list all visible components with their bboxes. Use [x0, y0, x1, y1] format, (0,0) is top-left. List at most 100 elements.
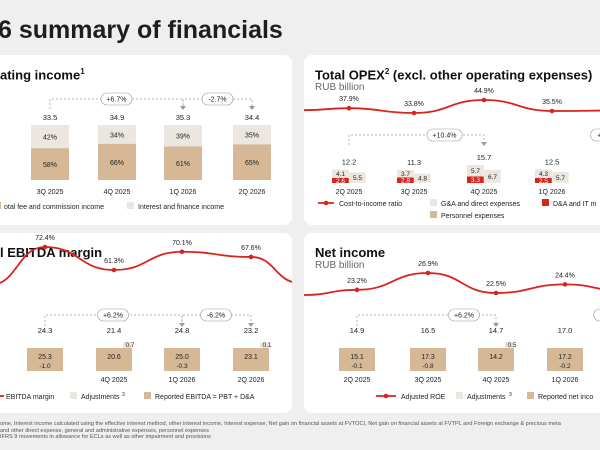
- bar-da-it: [535, 178, 552, 183]
- bar-adjustment-label: -0.3: [176, 363, 188, 370]
- legend-swatch-adjustments: [70, 392, 77, 399]
- bar-total-label: 34.4: [245, 113, 260, 122]
- trend-label: 70.1%: [172, 240, 192, 247]
- bar-reported: [478, 348, 514, 371]
- bar-value-label: 5.5: [353, 175, 362, 182]
- bar-share-label: 34%: [110, 132, 124, 139]
- bar-value-label: 3.3: [471, 177, 480, 184]
- cost-to-income-label: 35.5%: [542, 99, 562, 106]
- x-tick-label: 1Q 2026: [170, 189, 197, 196]
- bar-ga-direct: [332, 169, 349, 178]
- bar-interest-finance: [164, 125, 202, 147]
- bar-value-label: 3.7: [401, 171, 410, 178]
- bar-ga-direct: [467, 165, 484, 177]
- cost-to-income-point: [549, 108, 555, 114]
- legend-swatch-ga: [430, 199, 437, 206]
- net-income-title: Net income: [315, 245, 386, 260]
- bar-value-label: 2.6: [336, 178, 345, 185]
- legend-swatch-personnel: [430, 211, 437, 218]
- bar-total-label: 35.3: [176, 113, 191, 122]
- cost-to-income-point: [346, 105, 352, 111]
- bar-da-it: [467, 176, 484, 183]
- cost-to-income-label: 33.8%: [404, 101, 424, 108]
- total-opex-title: Total OPEX2 (excl. other operating expen…: [315, 67, 592, 82]
- x-tick-label: 2Q 2025: [344, 377, 371, 384]
- bar-total-label: 12.5: [545, 157, 560, 166]
- growth-label-pill: [100, 92, 133, 106]
- x-tick-label: 4Q 2025: [104, 189, 131, 196]
- legend-sup: 3: [509, 392, 512, 398]
- x-tick-label: 2Q 2026: [238, 377, 265, 384]
- growth-label-pill: [448, 308, 480, 322]
- cost-to-income-point: [481, 97, 487, 103]
- operating-income-card: ating income1 +6.7% -2.7% 58% 42% 33.5 3Q 202…: [0, 55, 292, 225]
- x-tick-label: 3Q 2025: [37, 189, 64, 196]
- bar-total-label: 23.2: [244, 326, 259, 335]
- trend-label: 26.9%: [418, 261, 438, 268]
- cost-to-income-label: 44.9%: [474, 88, 494, 95]
- bar-total-label: 33.5: [43, 113, 58, 122]
- operating-income-chart: +6.7% -2.7% 58% 42% 33.5 3Q 2025 66% 34% 34.9 4Q …: [0, 92, 271, 211]
- bar-reported-label: 15.1: [350, 354, 364, 361]
- bar-reported-label: 25.0: [175, 354, 189, 361]
- legend-label: Adjustments: [467, 394, 506, 401]
- legend-label: otal fee and commission income: [4, 204, 104, 211]
- x-tick-label: 4Q 2025: [483, 377, 510, 384]
- legend-swatch-dot: [383, 393, 389, 399]
- legend-label: Reported net inco: [538, 394, 593, 401]
- bar-value-label: 4.8: [418, 176, 427, 183]
- bar-reported-label: 14.2: [489, 354, 503, 361]
- page-title: 6 summary of financials: [0, 16, 283, 44]
- bar-adjustment-label: 0.5: [507, 342, 516, 349]
- x-tick-label: 2Q 2026: [239, 189, 266, 196]
- trend-point: [562, 282, 568, 287]
- bar-share-label: 58%: [43, 162, 57, 169]
- trend-point: [425, 270, 431, 276]
- legend-label: D&A and IT m: [553, 201, 597, 208]
- trend-point: [354, 287, 360, 293]
- trend-label: 23.2%: [347, 278, 367, 285]
- bar-total-label: 21.4: [107, 326, 122, 335]
- growth-label: -6.2%: [207, 313, 225, 320]
- growth-label: +6.2%: [454, 313, 474, 320]
- x-tick-label: 4Q 2025: [471, 189, 498, 196]
- legend-label: Personnel expenses: [441, 213, 505, 220]
- trend-point: [111, 267, 117, 273]
- operating-income-title-text: ating income: [0, 67, 81, 83]
- bar-value-label: 2.5: [539, 178, 548, 185]
- bar-total-label: 12.2: [342, 158, 357, 167]
- x-tick-label: 3Q 2025: [401, 189, 428, 196]
- bar-total-label: 24.3: [38, 326, 53, 335]
- trend-label: 24.4%: [555, 272, 575, 279]
- bar-share-label: 66%: [110, 160, 124, 167]
- bar-reported-label: 20.6: [107, 354, 121, 361]
- operating-income-title: ating income1: [0, 67, 85, 82]
- bar-fee-commission: [233, 144, 271, 180]
- bar-personnel: [348, 171, 367, 184]
- growth-label: +6.2%: [103, 313, 123, 320]
- operating-income-title-sup: 1: [80, 67, 85, 76]
- bar-reported-label: 17.3: [421, 354, 435, 361]
- net-income-subtitle: RUB billion: [315, 260, 365, 271]
- bar-share-label: 35%: [245, 133, 259, 140]
- growth-bracket-1-arrow: [493, 323, 499, 327]
- footnote-line: and other direct expense, general and ad…: [0, 427, 209, 434]
- legend-label: Adjusted ROE: [401, 394, 446, 401]
- trend-label: 61.3%: [104, 258, 124, 265]
- legend-swatch-interest: [127, 202, 134, 209]
- growth-bracket-2-arrow: [248, 323, 254, 327]
- legend-swatch-reported: [144, 392, 151, 399]
- total-opex-title-sup: 2: [384, 67, 390, 76]
- growth-label: -2.7%: [208, 97, 226, 104]
- net-income-card: Net income RUB billion 23.2% 26.9% 22.5% 24…: [304, 233, 600, 413]
- bar-total-label: 17.0: [558, 326, 573, 335]
- bar-adjustment: [123, 342, 132, 348]
- bar-share-label: 42%: [43, 135, 57, 142]
- legend-label: Adjustments: [81, 394, 120, 401]
- legend-label: Reported EBITDA = PBT + D&A: [155, 394, 255, 401]
- total-opex-card: Total OPEX2 (excl. other operating expen…: [304, 55, 600, 225]
- growth-label-pill: [593, 308, 600, 322]
- bar-reported: [96, 348, 132, 371]
- legend-label: Interest and finance income: [138, 204, 224, 211]
- bar-fee-commission: [98, 143, 136, 180]
